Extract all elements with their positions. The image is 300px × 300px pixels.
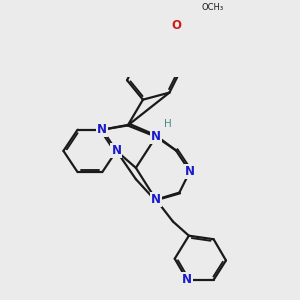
Text: H: H [164, 119, 172, 129]
Text: N: N [185, 165, 195, 178]
Text: O: O [172, 19, 182, 32]
Text: N: N [151, 130, 161, 143]
Text: N: N [111, 144, 122, 158]
Text: N: N [182, 273, 192, 286]
Text: OCH₃: OCH₃ [201, 3, 224, 12]
Text: N: N [151, 193, 161, 206]
Text: N: N [97, 123, 107, 136]
